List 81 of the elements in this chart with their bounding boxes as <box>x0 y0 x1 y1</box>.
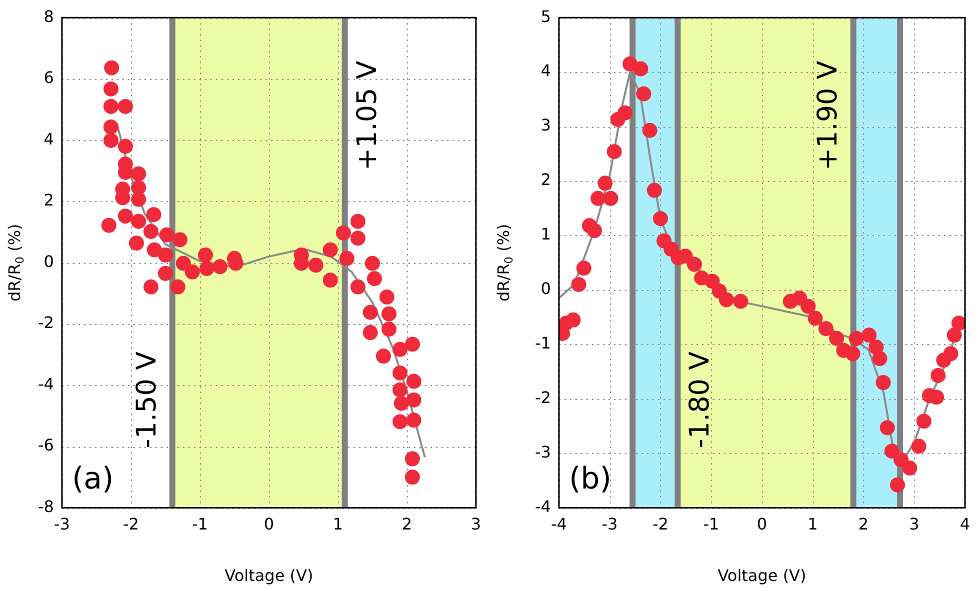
y-tick-label: 8 <box>44 6 54 26</box>
x-tick-label: 3 <box>909 514 920 534</box>
x-tick-label: 1 <box>332 514 344 534</box>
y-tick-label: -4 <box>38 374 54 394</box>
point <box>876 375 891 390</box>
point <box>633 61 648 76</box>
point <box>884 444 900 459</box>
y-axis-title: dR/R0 (%) <box>5 224 27 302</box>
point <box>606 144 622 160</box>
y-tick-label: -2 <box>535 388 551 408</box>
point <box>718 292 734 308</box>
y-tick-label: 2 <box>540 170 551 190</box>
y-tick-label: -6 <box>38 436 54 455</box>
ref-line-label: +1.05 V <box>352 60 383 171</box>
y-tick-label: -3 <box>535 442 551 462</box>
point <box>868 340 884 355</box>
y-tick-label: 0 <box>540 279 551 298</box>
point <box>845 346 860 362</box>
x-tick-label: 3 <box>470 514 482 534</box>
point <box>686 256 702 272</box>
point <box>911 438 926 454</box>
point <box>946 328 962 343</box>
y-tick-label: 3 <box>540 116 551 135</box>
x-tick-label: -1 <box>703 514 720 534</box>
point <box>598 176 613 191</box>
point <box>862 328 877 343</box>
x-tick-label: -1 <box>192 514 208 534</box>
y-tick-label: -8 <box>38 496 54 516</box>
point <box>642 122 658 138</box>
x-tick-label: -3 <box>602 514 618 534</box>
y-axis-title: dR/R0 (%) <box>494 224 516 302</box>
point <box>590 190 606 206</box>
point <box>808 310 823 326</box>
point <box>943 346 958 362</box>
annotation: (a) <box>72 462 114 497</box>
point <box>652 211 668 226</box>
point <box>571 276 586 292</box>
annotation: (b) <box>568 462 612 497</box>
x-tick-label: -2 <box>652 514 668 534</box>
y-tick-label: 4 <box>44 129 54 148</box>
point <box>872 351 888 366</box>
point <box>617 105 632 120</box>
point <box>603 190 618 206</box>
ref-line-label: -1.50 V <box>131 350 162 448</box>
x-axis-title: Voltage (V) <box>224 566 314 586</box>
point <box>916 414 932 429</box>
x-tick-label: 1 <box>808 514 818 534</box>
y-tick-label: -1 <box>535 334 551 353</box>
ref-line-label: +1.90 V <box>812 60 844 171</box>
point <box>890 477 905 492</box>
y-tick-label: -4 <box>535 496 551 516</box>
point <box>800 298 816 314</box>
y-tick-label: 4 <box>540 61 551 80</box>
x-tick-label: -2 <box>122 514 139 534</box>
point <box>880 420 895 436</box>
x-tick-label: 2 <box>402 514 412 534</box>
point <box>818 321 834 336</box>
x-tick-label: 0 <box>264 514 274 534</box>
point <box>848 330 864 346</box>
point <box>646 182 662 198</box>
point <box>576 260 592 276</box>
x-axis-title: Voltage (V) <box>718 566 806 586</box>
ref-line-label: -1.80 V <box>684 350 716 448</box>
point <box>829 330 844 346</box>
point <box>733 294 748 309</box>
y-tick-label: -2 <box>38 313 54 332</box>
y-tick-label: 1 <box>540 224 551 244</box>
point <box>929 390 944 405</box>
x-tick-label: 4 <box>960 514 970 534</box>
x-tick-label: 0 <box>756 514 768 534</box>
point <box>930 368 946 383</box>
point <box>902 460 918 476</box>
y-tick-label: 2 <box>44 190 54 210</box>
point <box>566 312 581 328</box>
point <box>636 86 652 102</box>
x-tick-label: 2 <box>858 514 869 534</box>
y-tick-label: 6 <box>44 68 54 88</box>
point <box>586 223 602 238</box>
y-tick-label: 5 <box>540 6 551 26</box>
y-tick-label: 0 <box>44 252 54 271</box>
point <box>951 316 965 331</box>
